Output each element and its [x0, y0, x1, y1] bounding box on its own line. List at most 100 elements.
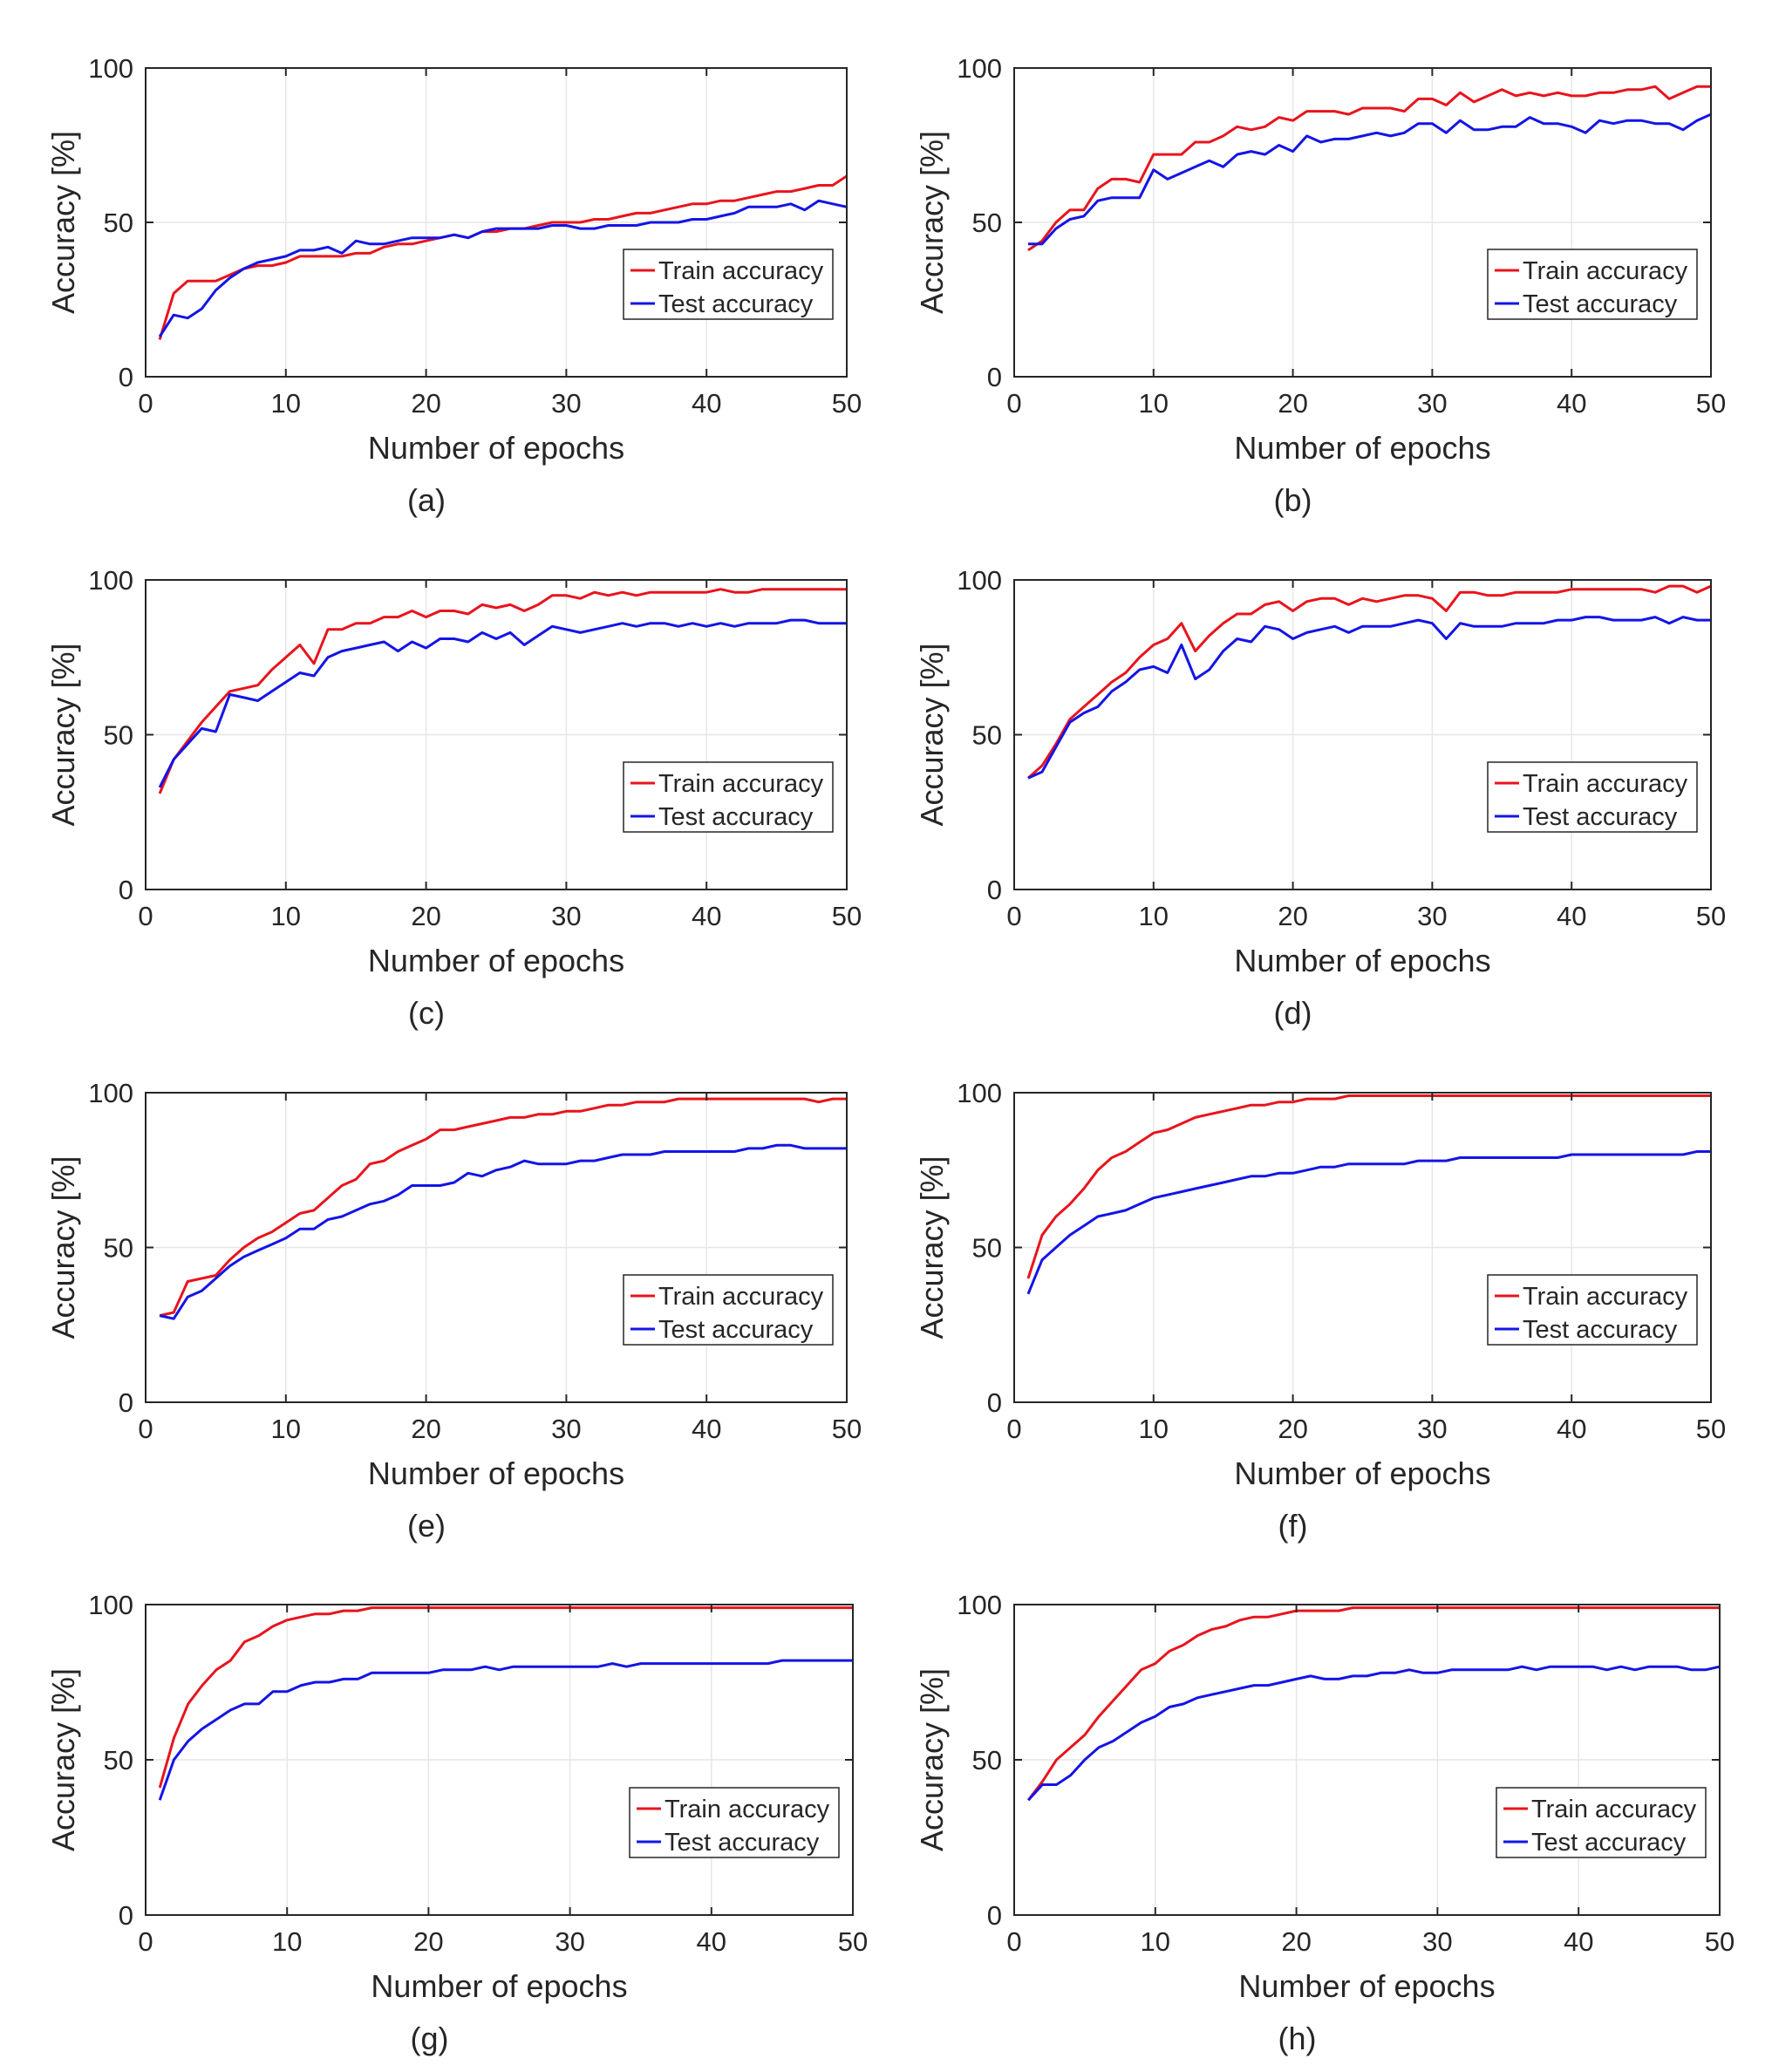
legend: Train accuracy Test accuracy	[1487, 249, 1698, 320]
panel-h: 0 10 20 30 40 50 0 50 100 Number of epochs Accurac…	[914, 1590, 1735, 2056]
y-tick-label: 50	[972, 208, 1002, 238]
panel-a: 0 10 20 30 40 50 0 50 100 Number of epochs Accurac…	[45, 53, 862, 518]
x-tick-label: 50	[1696, 901, 1726, 931]
x-tick-label: 20	[1278, 1414, 1307, 1444]
panel-caption: (c)	[408, 995, 445, 1031]
test-accuracy-line	[159, 1143, 847, 1320]
legend-label-train: Train accuracy	[664, 1796, 830, 1823]
y-axis-label: Accuracy [%]	[914, 643, 950, 826]
y-tick-label: 100	[88, 53, 133, 84]
panel-b: 0 10 20 30 40 50 0 50 100 Number of epochs Accurac…	[914, 53, 1726, 518]
legend-label-train: Train accuracy	[658, 1283, 824, 1311]
test-accuracy-line	[1026, 1150, 1711, 1295]
x-axis-label: Number of epochs	[1234, 430, 1490, 466]
x-tick-label: 20	[1278, 901, 1307, 931]
y-tick-label: 0	[987, 1387, 1002, 1418]
y-tick-label: 0	[987, 362, 1002, 392]
legend: Train accuracy Test accuracy	[1487, 761, 1698, 833]
y-tick-label: 50	[972, 720, 1002, 751]
legend-label-test: Test accuracy	[658, 803, 814, 831]
panel-f: 0 10 20 30 40 50 0 50 100 Number of epochs Accurac…	[914, 1078, 1726, 1544]
y-tick-label: 0	[987, 875, 1002, 905]
legend-box	[623, 249, 834, 320]
x-tick-label: 20	[411, 901, 440, 931]
x-tick-label: 0	[138, 1926, 153, 1957]
y-tick-label: 0	[119, 1387, 133, 1418]
legend: Train accuracy Test accuracy	[1487, 1274, 1698, 1346]
legend-box	[1487, 249, 1698, 320]
x-tick-label: 20	[411, 388, 440, 419]
legend: Train accuracy Test accuracy	[623, 1274, 834, 1346]
train-accuracy-line	[1027, 584, 1712, 780]
panel-e: 0 10 20 30 40 50 0 50 100 Number of epochs Accurac…	[45, 1078, 862, 1544]
legend-box	[1496, 1787, 1707, 1858]
y-axis-label: Accuracy [%]	[45, 643, 81, 826]
x-tick-label: 20	[1281, 1926, 1311, 1957]
x-tick-label: 0	[1006, 1414, 1021, 1444]
x-axis-label: Number of epochs	[1234, 943, 1490, 978]
legend-label-train: Train accuracy	[658, 257, 824, 285]
legend-label-test: Test accuracy	[1523, 803, 1678, 831]
x-tick-label: 40	[692, 388, 721, 419]
x-tick-label: 30	[551, 388, 581, 419]
x-tick-label: 40	[692, 901, 721, 931]
train-accuracy-line	[1027, 85, 1711, 252]
x-tick-label: 0	[138, 901, 153, 931]
y-axis-label: Accuracy [%]	[45, 1155, 81, 1339]
y-tick-label: 50	[972, 1745, 1002, 1776]
x-tick-label: 20	[413, 1926, 443, 1957]
y-tick-label: 50	[104, 1233, 133, 1264]
y-tick-label: 50	[104, 1745, 133, 1776]
y-tick-label: 0	[119, 362, 133, 392]
test-accuracy-line	[1027, 616, 1711, 780]
panel-caption: (f)	[1278, 1508, 1308, 1544]
x-tick-label: 50	[832, 901, 862, 931]
x-tick-label: 0	[1006, 388, 1021, 419]
legend-box	[1487, 761, 1698, 833]
x-tick-label: 0	[1006, 1926, 1021, 1957]
x-tick-label: 50	[832, 1414, 862, 1444]
x-tick-label: 30	[1417, 901, 1447, 931]
x-tick-label: 10	[1141, 1926, 1170, 1957]
legend-label-train: Train accuracy	[1531, 1796, 1697, 1823]
test-accuracy-line	[158, 618, 847, 788]
x-tick-label: 10	[1139, 388, 1169, 419]
x-tick-label: 50	[1696, 388, 1726, 419]
y-tick-label: 100	[957, 565, 1002, 596]
x-tick-label: 50	[1696, 1414, 1726, 1444]
x-tick-label: 30	[1417, 388, 1447, 419]
legend-label-train: Train accuracy	[1523, 1283, 1688, 1311]
y-axis-label: Accuracy [%]	[914, 1668, 950, 1851]
y-tick-label: 100	[957, 53, 1002, 84]
y-tick-label: 0	[119, 875, 133, 905]
panel-g: 0 10 20 30 40 50 0 50 100 Number of epochs Accurac…	[45, 1590, 868, 2056]
legend-label-test: Test accuracy	[658, 290, 814, 318]
x-axis-label: Number of epochs	[368, 1455, 624, 1491]
legend: Train accuracy Test accuracy	[623, 249, 834, 320]
x-axis-label: Number of epochs	[1234, 1455, 1490, 1491]
train-accuracy-line	[158, 588, 847, 794]
legend: Train accuracy Test accuracy	[629, 1787, 840, 1858]
panel-d: 0 10 20 30 40 50 0 50 100 Number of epochs Accurac…	[914, 565, 1726, 1031]
x-tick-label: 50	[1705, 1926, 1735, 1957]
y-axis-label: Accuracy [%]	[914, 1155, 950, 1339]
x-axis-label: Number of epochs	[368, 430, 624, 466]
panel-caption: (d)	[1274, 995, 1312, 1031]
legend-label-test: Test accuracy	[1523, 290, 1678, 318]
legend-label-train: Train accuracy	[1523, 257, 1688, 285]
legend: Train accuracy Test accuracy	[1496, 1787, 1707, 1858]
x-tick-label: 30	[555, 1926, 584, 1957]
x-tick-label: 40	[697, 1926, 726, 1957]
y-tick-label: 100	[957, 1078, 1002, 1108]
legend-label-test: Test accuracy	[664, 1829, 820, 1857]
y-tick-label: 100	[957, 1590, 1002, 1620]
legend: Train accuracy Test accuracy	[623, 761, 834, 833]
legend-box	[623, 1274, 834, 1346]
legend-box	[623, 761, 834, 833]
y-axis-label: Accuracy [%]	[914, 131, 950, 314]
train-accuracy-line	[1027, 1606, 1720, 1802]
test-accuracy-line	[158, 199, 848, 337]
train-accuracy-line	[158, 174, 848, 340]
y-tick-label: 0	[987, 1900, 1002, 1931]
